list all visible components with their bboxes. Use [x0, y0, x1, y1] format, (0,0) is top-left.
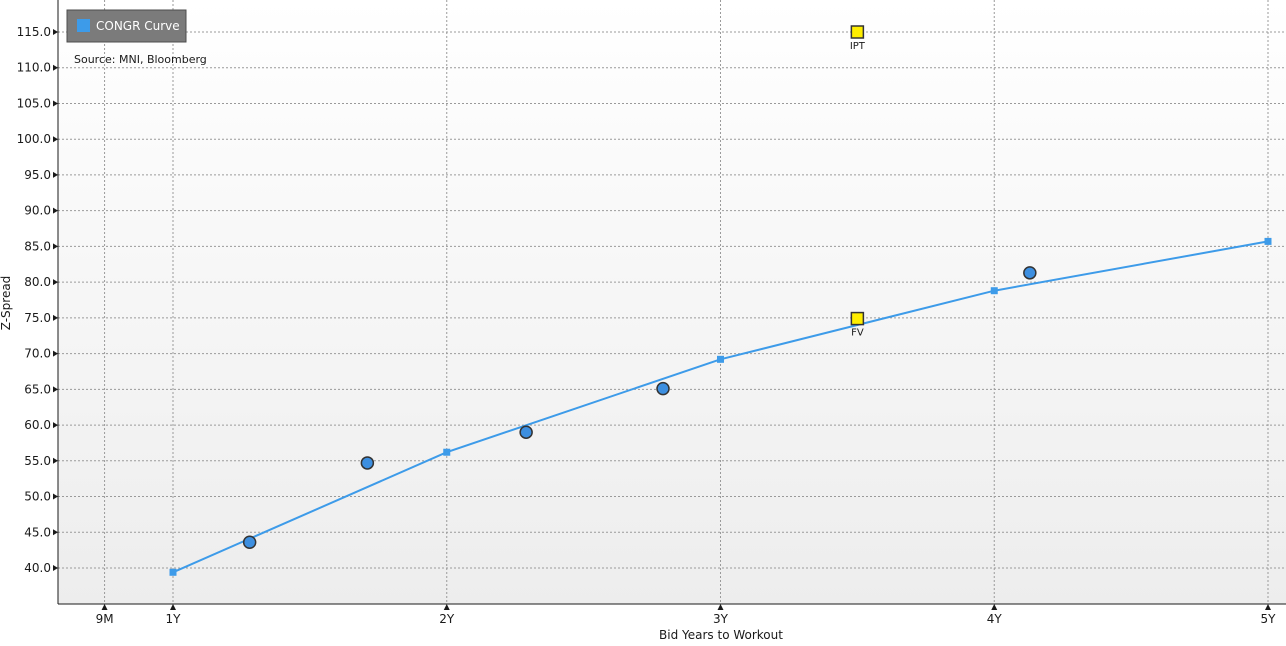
y-tick-label: 95.0: [24, 168, 51, 182]
bond-point: [242, 535, 257, 550]
x-tick-label: 4Y: [987, 612, 1003, 626]
bond-point: [656, 381, 670, 396]
y-tick-mark: [53, 207, 58, 214]
y-tick-mark: [53, 565, 58, 571]
y-tick-mark: [53, 29, 58, 35]
y-tick-mark: [53, 100, 58, 107]
y-tick-mark: [53, 529, 58, 536]
y-tick-mark: [53, 386, 58, 393]
x-tick-label: 5Y: [1261, 612, 1277, 626]
y-tick-label: 55.0: [24, 454, 51, 468]
marker-point-fv: [850, 311, 865, 326]
y-tick-mark: [53, 243, 58, 250]
y-tick-label: 40.0: [24, 561, 51, 575]
x-tick-label: 2Y: [439, 612, 455, 626]
y-tick-mark: [53, 171, 58, 178]
axes: 40.0 45.0 50.0 55.0 60.0 65.0 70.0 75.0 80.0 85.0…: [17, 0, 1286, 626]
y-tick-label: 80.0: [24, 275, 51, 289]
x-tick-label: 1Y: [166, 612, 182, 626]
y-tick-mark: [53, 64, 58, 71]
y-tick-mark: [53, 314, 58, 321]
marker-point-ipt: [850, 25, 865, 39]
legend[interactable]: CONGR Curve: [66, 9, 187, 43]
series-layer: IPT FV: [169, 25, 1272, 576]
curve-point: [443, 448, 451, 456]
y-tick-label: 50.0: [24, 490, 51, 504]
y-tick-mark: [53, 457, 58, 464]
bond-point: [519, 425, 533, 439]
y-tick-label: 90.0: [24, 204, 51, 218]
x-tick-mark: [717, 604, 724, 610]
y-tick-mark: [53, 350, 58, 357]
y-axis-title: Z-Spread: [0, 276, 13, 331]
y-tick-mark: [53, 136, 58, 143]
x-axis-title: Bid Years to Workout: [659, 628, 783, 642]
x-tick-label: 9M: [96, 612, 114, 626]
curve-point: [1264, 237, 1272, 245]
x-tick-mark: [991, 604, 998, 610]
y-tick-label: 75.0: [24, 311, 51, 325]
curve-point: [169, 568, 177, 576]
bond-point: [1023, 266, 1037, 280]
y-tick-label: 70.0: [24, 347, 51, 361]
source-annotation: Source: MNI, Bloomberg: [74, 53, 207, 66]
x-tick-label: 3Y: [713, 612, 729, 626]
y-tick-mark: [53, 279, 58, 286]
y-tick-mark: [53, 422, 58, 429]
y-tick-label: 45.0: [24, 525, 51, 539]
x-tick-mark: [170, 604, 176, 610]
curve-point: [717, 355, 724, 363]
x-tick-mark: [101, 604, 108, 610]
legend-swatch: [77, 19, 90, 32]
y-tick-mark: [53, 493, 58, 500]
y-tick-label: 60.0: [24, 418, 51, 432]
x-tick-mark: [1265, 604, 1271, 610]
plot-background: [58, 0, 1286, 604]
y-tick-label: 85.0: [24, 239, 51, 253]
bond-point: [360, 456, 375, 470]
x-tick-mark: [443, 604, 450, 610]
y-tick-label: 100.0: [17, 132, 51, 146]
y-tick-label: 105.0: [17, 96, 51, 110]
marker-label-ipt: IPT: [850, 41, 866, 52]
y-tick-label: 110.0: [17, 61, 51, 75]
legend-label: CONGR Curve: [96, 19, 180, 33]
grid: [58, 0, 1286, 604]
y-tick-label: 115.0: [17, 25, 51, 39]
curve-point: [990, 287, 998, 295]
marker-label-fv: FV: [851, 328, 864, 339]
y-tick-label: 65.0: [24, 382, 51, 396]
